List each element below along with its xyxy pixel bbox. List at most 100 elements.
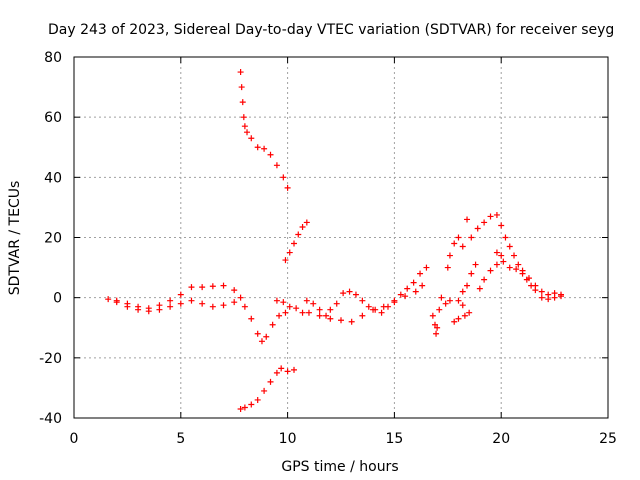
series-peak-band	[468, 211, 565, 298]
data-point	[323, 312, 330, 319]
data-point	[412, 288, 419, 295]
data-point	[284, 184, 291, 191]
data-point	[346, 288, 353, 295]
data-point	[220, 302, 227, 309]
data-point	[338, 317, 344, 324]
x-tick-label: 10	[279, 431, 297, 447]
y-tick-label: 40	[44, 170, 62, 186]
data-point	[286, 303, 293, 310]
data-point	[273, 162, 280, 169]
data-point	[513, 266, 520, 273]
data-point	[303, 219, 310, 226]
data-point	[282, 257, 289, 264]
x-axis-label: GPS time / hours	[281, 459, 398, 475]
data-point	[468, 234, 475, 241]
data-point	[468, 270, 475, 277]
y-tick-label: -20	[39, 351, 62, 367]
data-point	[241, 303, 248, 310]
data-point	[267, 378, 274, 385]
data-point	[446, 252, 453, 259]
series-mid-lower	[305, 282, 426, 325]
data-point	[498, 222, 505, 229]
data-point	[455, 297, 462, 304]
data-point	[464, 282, 471, 289]
data-point	[316, 306, 323, 313]
data-point	[231, 299, 238, 306]
data-point	[481, 276, 488, 283]
data-point	[481, 219, 488, 226]
data-point	[451, 240, 458, 247]
data-point	[237, 405, 244, 412]
data-point	[442, 300, 449, 307]
plot-frame	[73, 56, 609, 419]
data-point	[280, 299, 287, 306]
data-point	[515, 261, 522, 268]
data-point	[237, 69, 244, 76]
x-tick-label: 20	[492, 431, 510, 447]
data-point	[254, 144, 261, 151]
data-point	[303, 297, 310, 304]
y-tick-label: 0	[53, 291, 62, 307]
data-point	[455, 234, 462, 241]
data-point	[199, 284, 206, 291]
data-point	[455, 315, 462, 322]
data-point	[519, 270, 526, 277]
data-point	[284, 368, 291, 375]
data-point	[487, 213, 494, 220]
series-tail-band	[493, 249, 565, 303]
data-point	[248, 401, 255, 408]
data-point	[545, 296, 552, 303]
axis-ticks: 0 5 10 15 20 25 -40 -20 0 20 40 60 80	[39, 50, 617, 447]
data-point	[254, 396, 261, 403]
data-point	[461, 312, 468, 319]
data-point	[327, 306, 334, 313]
series-upper-branch	[237, 69, 291, 191]
data-point	[167, 297, 174, 304]
y-tick-label: 60	[44, 110, 62, 126]
data-point	[493, 261, 500, 268]
series-lower-band	[113, 297, 238, 315]
data-point	[263, 333, 270, 340]
data-point	[391, 299, 398, 306]
data-point	[506, 264, 513, 271]
data-point	[466, 309, 473, 316]
data-point	[434, 324, 441, 331]
data-point	[240, 114, 247, 121]
data-point	[472, 261, 479, 268]
data-point	[286, 249, 293, 256]
data-point	[241, 123, 248, 130]
data-point	[220, 282, 227, 289]
data-point	[444, 264, 451, 271]
data-point	[359, 297, 366, 304]
data-point	[278, 365, 285, 372]
data-point	[506, 243, 513, 250]
data-point	[487, 267, 494, 274]
data-point	[254, 330, 261, 337]
data-point	[167, 303, 174, 310]
series-low-branch	[237, 365, 298, 412]
data-point	[291, 366, 298, 373]
data-point	[340, 290, 347, 297]
data-point	[209, 303, 216, 310]
data-point	[446, 297, 453, 304]
data-point	[433, 330, 440, 337]
data-point	[404, 285, 411, 292]
data-point	[299, 223, 306, 230]
x-tick-label: 5	[176, 431, 185, 447]
data-point	[238, 84, 245, 91]
data-point	[316, 312, 323, 319]
data-point	[261, 145, 268, 152]
data-point	[295, 231, 302, 238]
y-tick-label: -40	[39, 411, 62, 427]
series-main-band	[105, 282, 289, 345]
data-point	[105, 296, 112, 303]
data-point	[124, 303, 131, 310]
data-point	[429, 312, 436, 319]
data-point	[199, 300, 206, 307]
data-point	[558, 293, 565, 300]
data-point	[248, 135, 255, 142]
data-point	[459, 288, 466, 295]
series-rising-branch	[282, 219, 310, 264]
data-point	[500, 258, 507, 265]
